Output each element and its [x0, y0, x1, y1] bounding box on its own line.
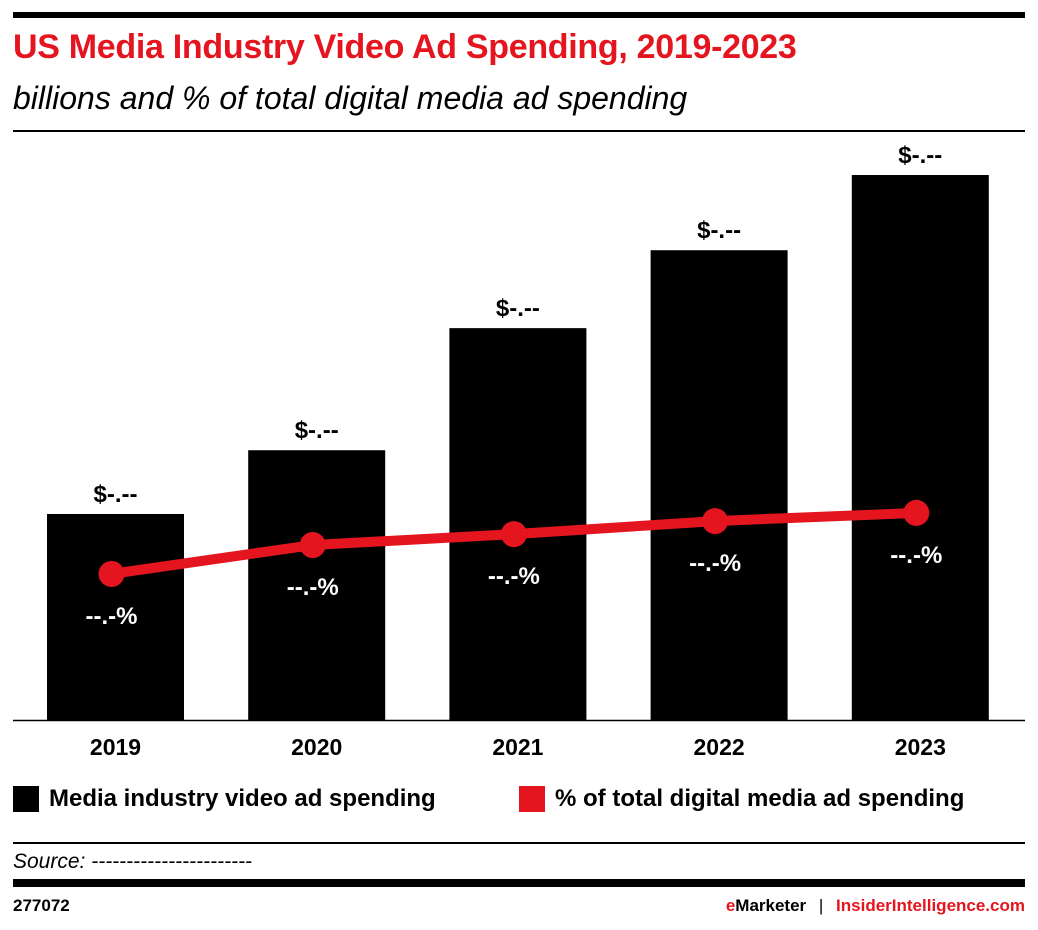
brand: eMarketer | InsiderIntelligence.com — [726, 896, 1025, 916]
top-rule — [13, 12, 1025, 18]
percent-point — [500, 521, 527, 548]
x-tick-label: 2022 — [694, 734, 745, 760]
percent-label: --.-% — [287, 574, 339, 601]
percent-label: --.-% — [488, 563, 540, 590]
legend-item-percent: % of total digital media ad spending — [519, 785, 964, 813]
chart-area: $-.-- 2019 $-.-- 2020 $-.-- 2021 $-.-- 2022 $-.-… — [13, 142, 1025, 760]
percent-label: --.-% — [689, 550, 741, 577]
legend-label: Media industry video ad spending — [49, 785, 436, 812]
subtitle-rule — [13, 130, 1025, 132]
x-tick-label: 2023 — [895, 734, 946, 760]
bar-value-label: $-.-- — [295, 417, 339, 444]
legend-label: % of total digital media ad spending — [555, 785, 965, 812]
bar-value-label: $-.-- — [496, 295, 540, 322]
percent-point — [903, 499, 930, 526]
footer-rule — [13, 879, 1025, 887]
legend-swatch-red — [519, 786, 545, 812]
bar — [650, 250, 788, 720]
legend-item-spending: Media industry video ad spending — [13, 785, 436, 813]
bar-value-label: $-.-- — [94, 481, 138, 508]
percent-point — [98, 560, 125, 587]
bar-value-label: $-.-- — [697, 217, 741, 244]
bar-value-label: $-.-- — [898, 142, 942, 169]
bar — [851, 175, 989, 720]
source-note: Source: ----------------------- — [13, 850, 253, 873]
brand-separator: | — [818, 896, 824, 915]
chart-id: 277072 — [13, 896, 70, 915]
percent-label: --.-% — [86, 603, 138, 630]
chart-subtitle: billions and % of total digital media ad… — [13, 80, 688, 116]
brand-site: InsiderIntelligence.com — [836, 896, 1025, 915]
chart-title: US Media Industry Video Ad Spending, 201… — [13, 28, 797, 66]
percent-point — [702, 508, 729, 535]
brand-e: e — [725, 896, 736, 915]
bar — [248, 450, 386, 720]
x-tick-label: 2020 — [291, 734, 342, 760]
x-tick-label: 2019 — [90, 734, 141, 760]
percent-point — [299, 532, 326, 559]
percent-label: --.-% — [890, 542, 942, 569]
source-rule — [13, 842, 1025, 844]
brand-emarketer: Marketer — [735, 896, 807, 915]
x-tick-label: 2021 — [492, 734, 543, 760]
legend-swatch-black — [13, 786, 39, 812]
bar — [47, 513, 184, 720]
